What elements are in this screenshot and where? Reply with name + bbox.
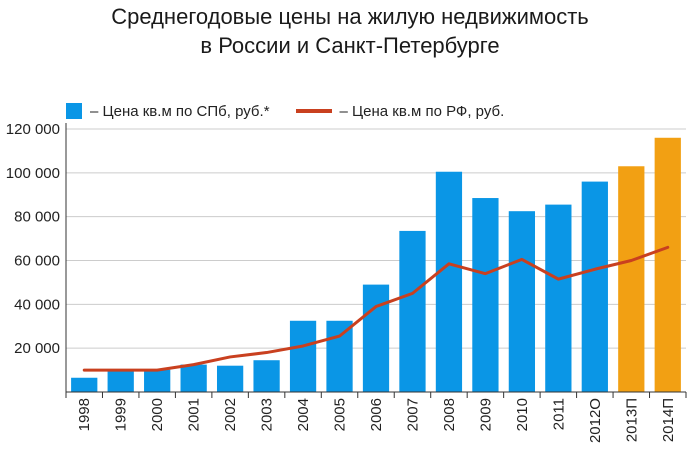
x-tick-label: 2003 (259, 398, 276, 431)
y-tick-label: 40 000 (14, 296, 60, 313)
legend-line-swatch (295, 109, 332, 113)
x-tick-label: 2001 (186, 398, 203, 431)
bar (399, 230, 426, 392)
x-tick-label: 2006 (368, 398, 385, 431)
bar (253, 360, 280, 392)
bar (472, 198, 499, 392)
y-tick-label: 80 000 (14, 209, 60, 226)
legend-item-rf: – Цена кв.м по РФ, руб. (295, 102, 505, 120)
x-tick-label: 2007 (404, 398, 421, 431)
bar (326, 320, 353, 392)
x-tick-label: 1998 (76, 398, 93, 431)
y-tick-label: 120 000 (6, 121, 60, 138)
bar (581, 181, 608, 392)
chart-title-line-1: Среднегодовые цены на жилую недвижимость (111, 4, 589, 29)
chart-title-line-2: в России и Санкт-Петербурге (200, 33, 500, 58)
chart-title: Среднегодовые цены на жилую недвижимость… (0, 2, 700, 60)
x-tick-label: 2002 (222, 398, 239, 431)
x-tick-label: 2004 (295, 398, 312, 431)
x-tick-label: 2013П (623, 398, 640, 442)
bar (435, 171, 463, 392)
x-tick-label: 1999 (113, 398, 130, 431)
x-tick-label: 2005 (332, 398, 349, 431)
bar (362, 284, 390, 392)
y-tick-label: 100 000 (6, 165, 60, 182)
bar (216, 365, 244, 392)
legend-label-spb: – Цена кв.м по СПб, руб.* (90, 102, 270, 120)
legend-item-spb: – Цена кв.м по СПб, руб.* (66, 103, 270, 120)
legend-bar-swatch (66, 103, 82, 119)
x-tick-label: 2014П (660, 398, 677, 442)
bar (71, 377, 98, 392)
bar-forecast (618, 166, 645, 392)
bar (144, 369, 171, 392)
bar (107, 370, 134, 392)
legend: – Цена кв.м по СПб, руб.* – Цена кв.м по… (66, 100, 530, 122)
bar (180, 364, 207, 392)
x-tick-label: 2008 (441, 398, 458, 431)
bar-forecast (654, 137, 681, 392)
bar (289, 320, 317, 392)
x-tick-label: 2012О (587, 398, 604, 443)
bar (508, 211, 536, 392)
legend-label-rf: – Цена кв.м по РФ, руб. (339, 102, 505, 120)
y-tick-label: 20 000 (14, 340, 60, 357)
x-tick-label: 2010 (514, 398, 531, 431)
x-tick-label: 2011 (550, 398, 567, 430)
x-tick-label: 2000 (149, 398, 166, 431)
y-tick-label: 60 000 (14, 253, 60, 270)
bar (545, 204, 572, 392)
x-tick-label: 2009 (477, 398, 494, 431)
line-rf (82, 245, 670, 372)
